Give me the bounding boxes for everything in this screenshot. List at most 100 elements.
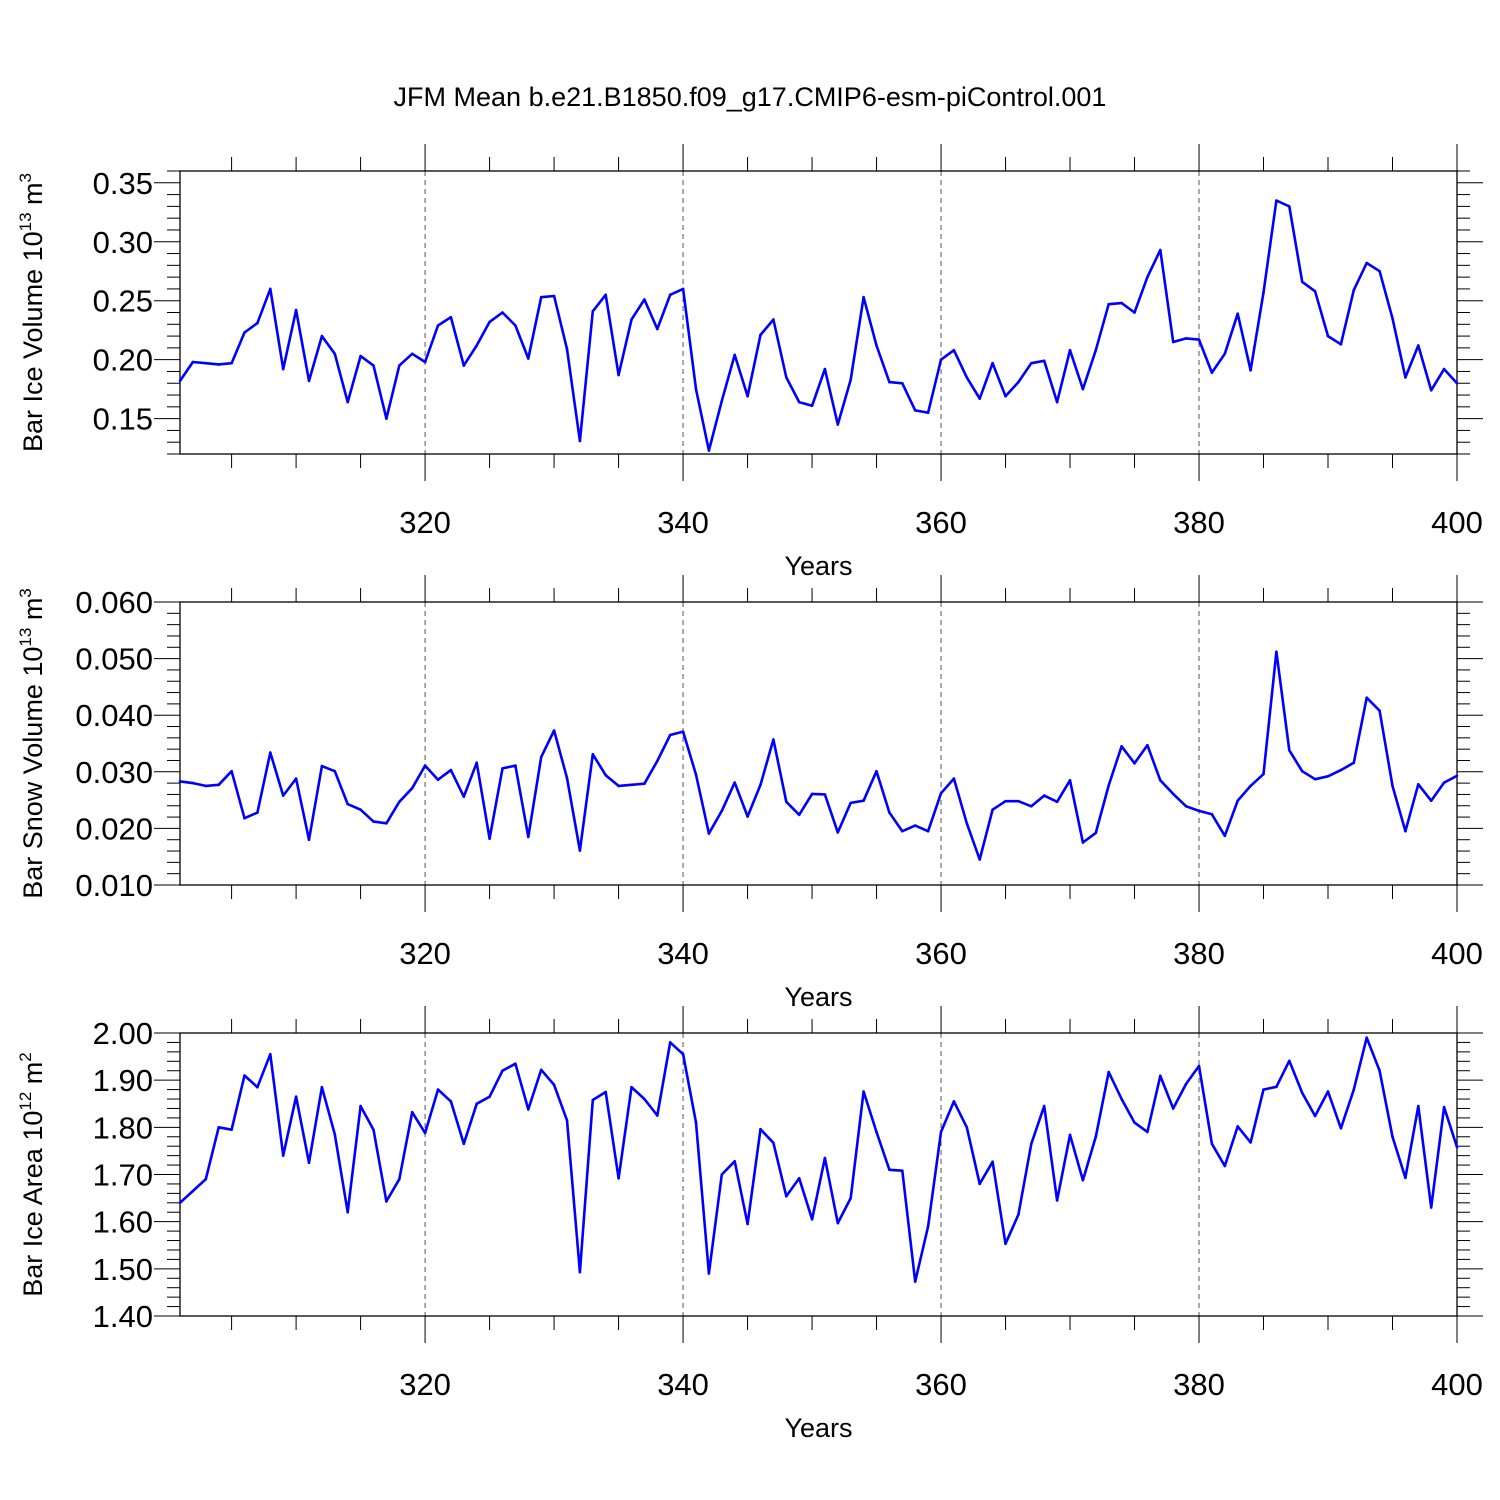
data-point xyxy=(849,378,852,382)
data-point xyxy=(217,363,220,366)
data-point xyxy=(1262,291,1265,294)
data-point xyxy=(346,400,350,404)
data-point xyxy=(875,769,878,773)
data-point xyxy=(901,1169,904,1172)
data-point xyxy=(862,295,865,299)
series-points xyxy=(178,199,1459,452)
data-point xyxy=(1236,1125,1239,1128)
data-point xyxy=(836,423,840,426)
panels: 0.15 0.20 0.25 0.30 0.35 320 340 360 380 400 Years… xyxy=(16,144,1483,1443)
data-point xyxy=(320,764,324,768)
data-point xyxy=(294,777,298,780)
data-point xyxy=(823,367,827,371)
data-point xyxy=(759,333,762,337)
data-point xyxy=(656,1114,659,1117)
y-tick-label: 0.060 xyxy=(75,585,153,620)
y-axis-label: Bar Ice Volume 1013 m3 xyxy=(16,173,48,452)
data-point xyxy=(952,348,956,352)
y-axis-unit: m xyxy=(18,1062,48,1092)
data-point xyxy=(939,792,943,795)
data-point xyxy=(1146,743,1149,747)
data-point xyxy=(1429,1206,1433,1209)
data-point xyxy=(746,1222,749,1226)
data-point xyxy=(1352,1088,1356,1091)
x-tick-label: 360 xyxy=(915,505,967,540)
data-point xyxy=(385,417,388,420)
x-axis-label: Years xyxy=(784,1413,852,1443)
data-point xyxy=(269,751,272,754)
data-point xyxy=(488,1095,491,1098)
data-point xyxy=(436,324,440,327)
data-point xyxy=(385,1200,388,1203)
y-tick-label: 0.30 xyxy=(93,225,153,260)
data-point xyxy=(810,404,814,408)
data-point xyxy=(217,783,220,787)
data-point xyxy=(823,793,827,796)
data-point xyxy=(991,808,994,811)
x-tick-label: 360 xyxy=(915,1367,967,1402)
data-point xyxy=(694,1121,698,1124)
data-point xyxy=(256,1085,259,1089)
data-point xyxy=(1223,834,1227,838)
data-point xyxy=(552,1083,556,1087)
data-point xyxy=(1313,290,1317,293)
y-tick-label: 0.050 xyxy=(75,642,153,677)
data-point xyxy=(926,411,930,415)
x-tick-label: 380 xyxy=(1173,505,1225,540)
data-point xyxy=(823,1156,827,1160)
data-point xyxy=(423,360,427,364)
data-point xyxy=(333,352,337,356)
data-point xyxy=(1030,1142,1033,1146)
data-point xyxy=(862,1090,865,1093)
data-point xyxy=(1236,312,1239,316)
data-point xyxy=(849,1196,852,1200)
data-point xyxy=(1249,369,1252,372)
data-point xyxy=(178,379,182,383)
data-point xyxy=(1288,205,1291,208)
data-point xyxy=(1159,248,1162,252)
data-point xyxy=(372,364,375,367)
data-point xyxy=(1094,1135,1098,1139)
data-point xyxy=(1184,805,1188,808)
data-point xyxy=(475,344,479,347)
data-point xyxy=(256,321,259,325)
x-tick-label: 340 xyxy=(657,936,709,971)
y-axis-unit-base: 10 xyxy=(18,1111,48,1141)
y-axis-unit-exponent: 2 xyxy=(16,1052,35,1061)
data-point xyxy=(539,1068,543,1072)
y-axis-title: Bar Ice Area xyxy=(18,1141,48,1297)
data-point xyxy=(527,1108,530,1111)
y-tick-label: 2.00 xyxy=(93,1016,153,1051)
y-tick-label: 1.50 xyxy=(93,1252,153,1287)
data-point xyxy=(1042,794,1046,797)
data-point xyxy=(1120,745,1123,748)
data-point xyxy=(1223,1164,1227,1168)
data-point xyxy=(1171,792,1175,796)
data-point xyxy=(1197,338,1201,341)
data-point xyxy=(643,782,646,785)
x-tick-label: 340 xyxy=(657,1367,709,1402)
data-point xyxy=(1262,1088,1265,1091)
data-point xyxy=(810,792,814,796)
data-point xyxy=(668,1041,672,1044)
data-point xyxy=(475,761,479,764)
x-tick-label: 380 xyxy=(1173,936,1225,971)
data-point xyxy=(785,376,788,379)
data-point xyxy=(875,1130,878,1134)
data-point xyxy=(204,361,208,365)
data-point xyxy=(901,829,904,833)
data-point xyxy=(204,784,208,788)
data-point xyxy=(1197,1064,1201,1068)
data-point xyxy=(707,449,711,452)
data-point xyxy=(398,364,401,367)
x-axis-label: Years xyxy=(784,982,852,1012)
data-point xyxy=(617,373,620,377)
data-point xyxy=(1300,280,1304,284)
data-point xyxy=(1249,784,1252,788)
plot-frame xyxy=(179,1032,1458,1317)
y-tick-label: 1.70 xyxy=(93,1158,153,1193)
y-tick-label: 0.020 xyxy=(75,811,153,846)
data-point xyxy=(565,1119,569,1122)
data-point xyxy=(1455,1145,1459,1149)
y-axis-unit-base: 10 xyxy=(18,231,48,261)
